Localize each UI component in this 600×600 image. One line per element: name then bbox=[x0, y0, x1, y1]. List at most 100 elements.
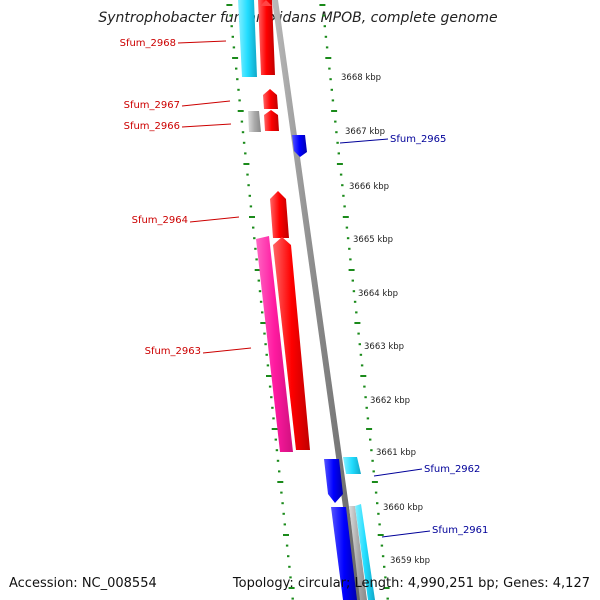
scale-tick bbox=[371, 481, 378, 483]
gene-sfum-2964[interactable] bbox=[270, 191, 289, 238]
scale-tick bbox=[372, 470, 375, 473]
tick-label-3665: 3665 kbp bbox=[353, 235, 393, 245]
scale-tick bbox=[254, 269, 261, 271]
scale-tick bbox=[329, 78, 332, 81]
gene-sfum-2965[interactable] bbox=[292, 135, 307, 157]
gene-sfum-2961-cyan[interactable] bbox=[355, 504, 375, 600]
kbp-scale: 3668 kbp 3667 kbp 3666 kbp 3665 kbp 3664… bbox=[341, 73, 430, 566]
scale-tick bbox=[353, 300, 357, 303]
scale-tick bbox=[283, 523, 286, 526]
gene-sfum-2962-cyan[interactable] bbox=[343, 457, 361, 474]
tick-label-3666: 3666 kbp bbox=[349, 182, 389, 192]
scale-tick bbox=[384, 576, 387, 579]
scale-tick bbox=[276, 459, 280, 462]
gene-sfum-2961-blue[interactable] bbox=[331, 507, 357, 600]
scale-tick bbox=[366, 428, 373, 430]
scale-tick bbox=[334, 120, 337, 123]
scale-tick bbox=[240, 120, 244, 123]
scale-tick bbox=[352, 290, 356, 293]
scale-tick bbox=[249, 216, 255, 218]
scale-tick bbox=[253, 237, 256, 240]
scale-tick bbox=[280, 491, 283, 494]
scale-tick bbox=[331, 110, 338, 112]
scale-tick bbox=[277, 481, 284, 483]
scale-tick bbox=[271, 406, 274, 409]
scale-tick bbox=[288, 565, 291, 568]
gene-sfum-2962-blue[interactable] bbox=[324, 459, 343, 503]
genome-summary-text: Topology: circular; Length: 4,990,251 bp… bbox=[232, 576, 590, 591]
scale-tick bbox=[346, 237, 350, 240]
scale-tick bbox=[266, 364, 270, 367]
scale-tick bbox=[363, 385, 366, 388]
tick-label-3662: 3662 kbp bbox=[370, 396, 410, 406]
scale-tick bbox=[232, 46, 236, 49]
scale-tick bbox=[357, 332, 360, 335]
gene-label-sfum-2962[interactable]: Sfum_2962 bbox=[424, 464, 480, 475]
tick-label-3664: 3664 kbp bbox=[358, 289, 398, 299]
outer-tick-row bbox=[319, 4, 390, 600]
scale-tick bbox=[328, 67, 331, 70]
scale-tick bbox=[359, 353, 363, 356]
scale-tick bbox=[319, 4, 326, 6]
leader-line bbox=[339, 138, 389, 144]
gene-sfum-2966[interactable] bbox=[264, 110, 279, 131]
scale-tick bbox=[258, 290, 262, 293]
scale-tick bbox=[238, 99, 241, 102]
scale-tick bbox=[342, 216, 349, 218]
scale-tick bbox=[330, 88, 333, 91]
tick-label-3659: 3659 kbp bbox=[390, 556, 430, 566]
scale-tick bbox=[274, 438, 277, 441]
scale-tick bbox=[288, 587, 295, 589]
tick-label-3668: 3668 kbp bbox=[341, 73, 381, 83]
scale-tick bbox=[272, 417, 275, 420]
scale-tick bbox=[377, 534, 384, 536]
gene-label-sfum-2964[interactable]: Sfum_2964 bbox=[132, 215, 188, 226]
scale-tick bbox=[254, 247, 257, 250]
gene-sfum-2968-cyan[interactable] bbox=[238, 0, 257, 77]
scale-tick bbox=[243, 163, 250, 165]
scale-tick bbox=[287, 555, 290, 558]
gene-label-sfum-2963[interactable]: Sfum_2963 bbox=[145, 346, 201, 357]
scale-tick bbox=[325, 57, 332, 59]
scale-tick bbox=[226, 4, 233, 6]
scale-tick bbox=[376, 502, 379, 505]
gene-label-sfum-2961[interactable]: Sfum_2961 bbox=[432, 525, 488, 536]
scale-tick bbox=[266, 375, 272, 377]
scale-tick bbox=[268, 385, 272, 388]
scale-tick bbox=[275, 449, 279, 452]
scale-tick bbox=[355, 311, 358, 314]
gene-sfum-2966-gray[interactable] bbox=[248, 111, 261, 132]
scale-tick bbox=[370, 449, 373, 452]
gene-label-sfum-2966[interactable]: Sfum_2966 bbox=[124, 121, 180, 132]
gene-sfum-2967[interactable] bbox=[263, 89, 278, 109]
gene-sfum-2963-pink[interactable] bbox=[256, 236, 293, 452]
scale-tick bbox=[278, 470, 281, 473]
gene-sfum-2961-gray[interactable] bbox=[349, 506, 367, 600]
scale-tick bbox=[380, 544, 384, 547]
tick-label-3667: 3667 kbp bbox=[345, 127, 385, 137]
scale-tick bbox=[285, 544, 289, 547]
scale-tick bbox=[260, 322, 267, 324]
scale-tick bbox=[322, 14, 325, 17]
scale-tick bbox=[271, 428, 278, 430]
scale-tick bbox=[246, 173, 249, 176]
accession-text: Accession: NC_008554 bbox=[9, 576, 157, 591]
tick-label-3661: 3661 kbp bbox=[376, 448, 416, 458]
scale-tick bbox=[358, 343, 361, 346]
scale-tick bbox=[264, 343, 267, 346]
scale-tick bbox=[289, 576, 292, 579]
gene-sfum-2963-red[interactable] bbox=[273, 237, 310, 450]
scale-tick bbox=[235, 67, 238, 70]
leader-line bbox=[181, 100, 231, 107]
tick-label-3663: 3663 kbp bbox=[364, 342, 404, 352]
gene-label-sfum-2968[interactable]: Sfum_2968 bbox=[120, 38, 176, 49]
gene-sfum-2968-red[interactable] bbox=[258, 0, 275, 75]
scale-tick bbox=[248, 194, 251, 197]
gene-label-sfum-2965[interactable]: Sfum_2965 bbox=[390, 134, 446, 145]
inner-tick-row bbox=[226, 4, 295, 600]
gene-label-sfum-2967[interactable]: Sfum_2967 bbox=[124, 100, 180, 111]
scale-tick bbox=[378, 523, 381, 526]
scale-tick bbox=[265, 353, 268, 356]
gene-track bbox=[238, 0, 375, 600]
scale-tick bbox=[325, 46, 329, 49]
